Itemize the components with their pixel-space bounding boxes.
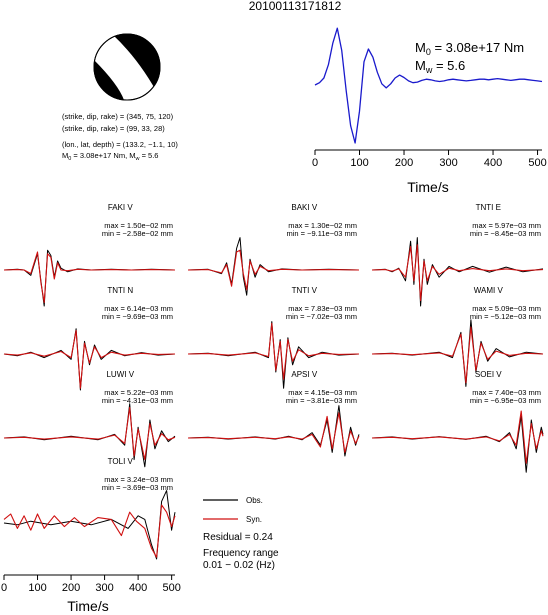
stf-tick-label: 200 — [395, 157, 413, 169]
legend-syn-label: Syn. — [246, 515, 262, 524]
station-name: APSI V — [291, 370, 317, 379]
station-min: min = −9.69e−03 mm — [102, 312, 173, 321]
location-line: (lon., lat, depth) = (133.2, −1.1, 10) — [62, 140, 178, 149]
stf-xlabel: Time/s — [407, 179, 448, 195]
stf-tick-label: 500 — [528, 157, 546, 169]
frequency-value: 0.01 − 0.02 (Hz) — [203, 560, 275, 571]
station-max: max = 6.14e−03 mm — [104, 304, 173, 313]
station-name: BAKI V — [291, 203, 317, 212]
observed-trace — [3, 249, 176, 307]
station-min: min = −3.69e−03 mm — [102, 483, 173, 492]
station-max: max = 5.22e−03 mm — [104, 388, 173, 397]
station-min: min = −3.81e−03 mm — [286, 396, 357, 405]
synthetic-trace — [3, 251, 176, 303]
station-name: WAMI V — [474, 286, 504, 295]
observed-trace — [371, 237, 544, 307]
station-max: max = 7.83e−03 mm — [288, 304, 357, 313]
station-name: TNTI E — [476, 203, 501, 212]
station-max: max = 7.40e−03 mm — [472, 388, 541, 397]
station-min: min = −6.95e−03 mm — [470, 396, 541, 405]
observed-trace — [187, 405, 360, 457]
station-max: max = 3.24e−03 mm — [104, 475, 173, 484]
station-max: max = 5.09e−03 mm — [472, 304, 541, 313]
legend-obs-label: Obs. — [246, 496, 263, 505]
station-name: FAKI V — [108, 203, 134, 212]
stf-line — [314, 27, 543, 144]
station-min: min = −5.12e−03 mm — [470, 312, 541, 321]
m0-label: M0 = 3.08e+17 Nm — [415, 40, 524, 57]
synthetic-trace — [371, 410, 544, 464]
beachball-compressional-quadrant-2 — [94, 60, 124, 100]
mechanism-line-2: (strike, dip, rake) = (99, 33, 28) — [62, 124, 165, 133]
station-max: max = 1.50e−02 mm — [104, 221, 173, 230]
stf-tick-label: 0 — [312, 157, 318, 169]
stf-tick-label: 100 — [350, 157, 368, 169]
synthetic-trace — [187, 412, 360, 453]
synthetic-trace — [371, 244, 544, 302]
station-name: TNTI N — [107, 286, 133, 295]
synthetic-trace — [3, 504, 176, 558]
station-max: max = 5.97e−03 mm — [472, 221, 541, 230]
bottom-axis-tick-label: 300 — [95, 582, 113, 594]
mw-label: Mw = 5.6 — [415, 58, 465, 75]
bottom-axis-tick-label: 0 — [1, 582, 7, 594]
station-name: LUWI V — [106, 370, 134, 379]
station-min: min = −7.02e−03 mm — [286, 312, 357, 321]
beachball — [93, 33, 161, 101]
synthetic-trace — [371, 326, 544, 384]
moment-line: M0 = 3.08e+17 Nm, Mw = 5.6 — [62, 151, 158, 162]
observed-trace — [371, 415, 544, 473]
observed-trace — [187, 237, 360, 296]
station-max: max = 1.30e−02 mm — [288, 221, 357, 230]
station-max: max = 4.15e−03 mm — [288, 388, 357, 397]
bottom-axis-tick-label: 500 — [162, 582, 180, 594]
station-min: min = −8.45e−03 mm — [470, 229, 541, 238]
bottom-axis-tick-label: 400 — [129, 582, 147, 594]
observed-trace — [187, 321, 360, 389]
station-min: min = −9.11e−03 mm — [286, 229, 357, 238]
synthetic-trace — [3, 330, 176, 389]
residual-text: Residual = 0.24 — [203, 532, 273, 543]
observed-trace — [371, 319, 544, 387]
stf-tick-label: 400 — [484, 157, 502, 169]
mechanism-line-1: (strike, dip, rake) = (345, 75, 120) — [62, 112, 174, 121]
source-time-function-panel: 0 100 200 300 400 500 — [312, 27, 547, 169]
bottom-axis-tick-label: 100 — [28, 582, 46, 594]
synthetic-trace — [187, 322, 360, 380]
observed-trace — [3, 403, 176, 468]
stf-tick-label: 300 — [439, 157, 457, 169]
event-title: 20100113171812 — [249, 0, 342, 13]
waveform-xlabel: Time/s — [67, 598, 108, 614]
synthetic-trace — [3, 406, 176, 461]
legend: Obs. Syn. Residual = 0.24 Frequency rang… — [203, 496, 279, 571]
station-name: SOEI V — [475, 370, 502, 379]
station-name: TOLI V — [108, 457, 134, 466]
synthetic-trace — [187, 249, 360, 291]
observed-trace — [3, 490, 176, 560]
station-min: min = −4.31e−03 mm — [102, 396, 173, 405]
observed-trace — [3, 328, 176, 391]
bottom-axis-tick-label: 200 — [62, 582, 80, 594]
station-name: TNTI V — [292, 286, 318, 295]
waveform-time-axis: 0 100 200 300 400 500 — [1, 574, 181, 594]
station-min: min = −2.58e−02 mm — [102, 229, 173, 238]
frequency-label: Frequency range — [203, 548, 279, 559]
